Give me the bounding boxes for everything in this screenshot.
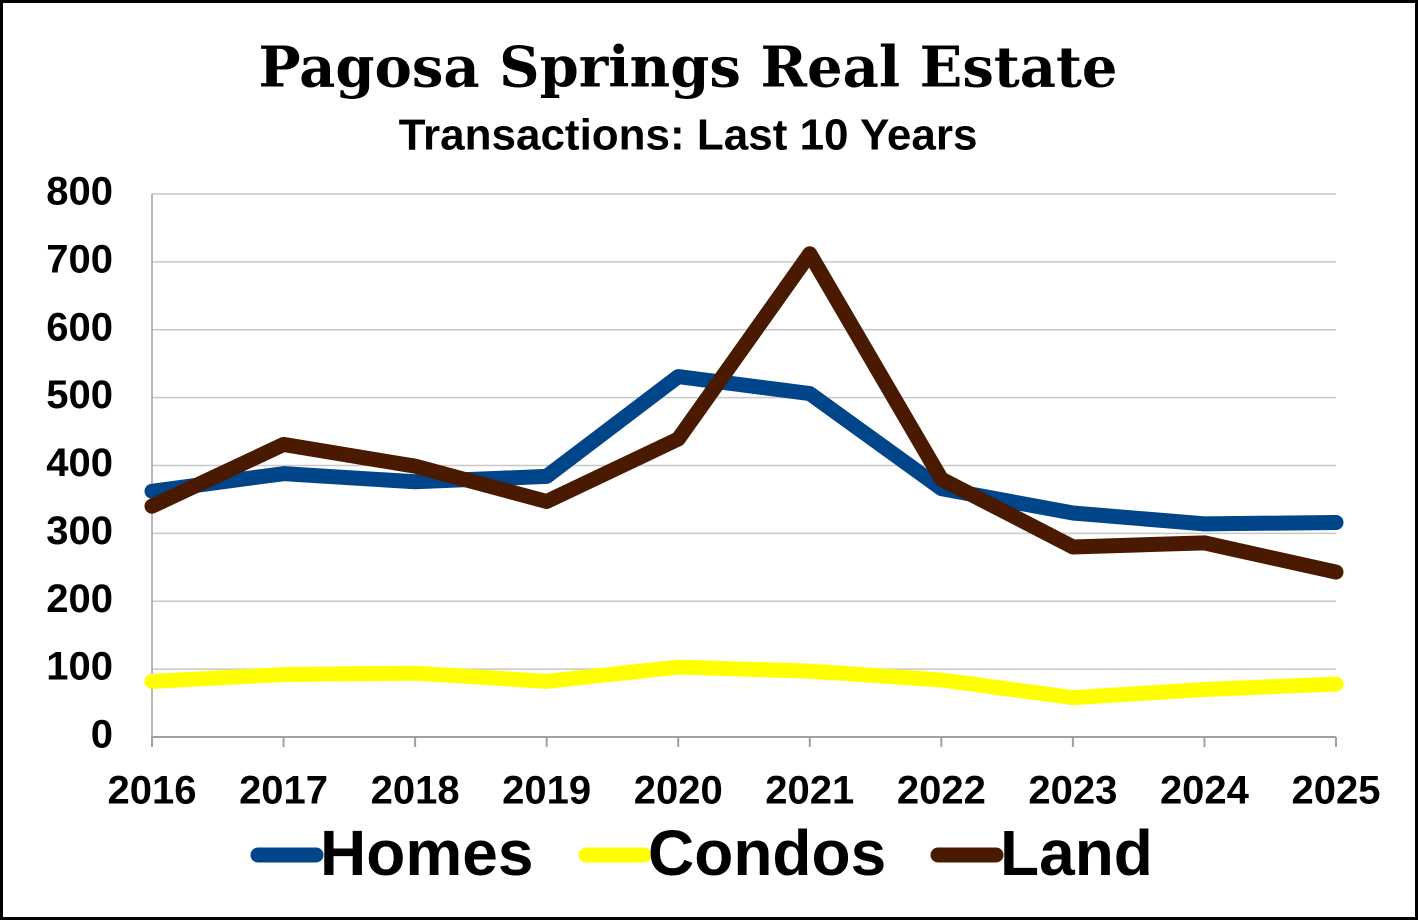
series-line [144,246,1344,580]
y-tick-label: 0 [91,713,113,757]
y-tick-label: 500 [46,373,113,417]
x-tick-label: 2017 [239,769,328,813]
y-tick-label: 200 [46,577,113,621]
y-tick-label: 600 [46,305,113,349]
x-tick-label: 2016 [108,769,197,813]
series-line [144,659,1344,706]
legend-label: Homes [320,817,533,889]
chart-subtitle: Transactions: Last 10 Years [399,111,978,160]
legend-label: Land [1000,817,1153,889]
x-tick-label: 2019 [502,769,591,813]
y-tick-label: 100 [46,645,113,689]
x-tick-label: 2025 [1292,769,1381,813]
x-tick-label: 2022 [897,769,986,813]
y-tick-label: 800 [46,170,113,214]
x-tick-label: 2018 [371,769,460,813]
chart-title: Pagosa Springs Real Estate [258,35,1117,101]
x-tick-label: 2021 [765,769,854,813]
y-tick-label: 400 [46,441,113,485]
series-line [144,369,1344,532]
y-tick-label: 700 [46,237,113,281]
y-tick-label: 300 [46,509,113,553]
x-tick-label: 2024 [1160,769,1250,813]
x-tick-label: 2023 [1028,769,1117,813]
legend-label: Condos [648,817,886,889]
x-tick-label: 2020 [634,769,723,813]
